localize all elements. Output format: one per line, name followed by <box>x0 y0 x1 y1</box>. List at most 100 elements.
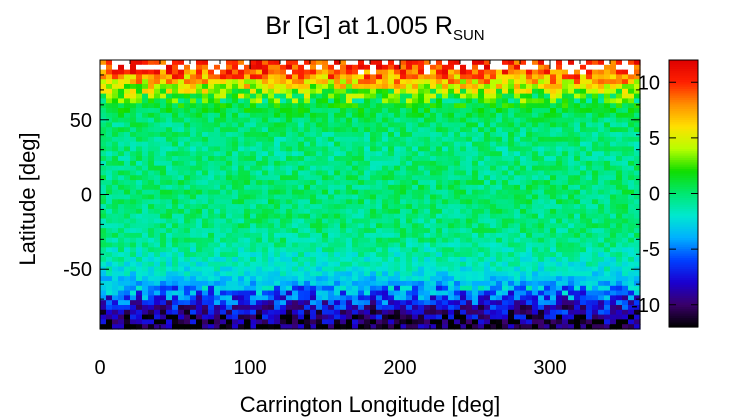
heatmap-cell <box>160 184 167 191</box>
heatmap-cell <box>382 232 389 239</box>
heatmap-cell <box>196 180 203 186</box>
heatmap-cell <box>364 122 371 128</box>
heatmap-cell <box>100 242 107 248</box>
heatmap-cell <box>124 122 131 128</box>
heatmap-cell <box>274 98 281 104</box>
heatmap-cell <box>208 132 215 138</box>
heatmap-cell <box>274 242 281 248</box>
heatmap-cell <box>616 136 623 143</box>
heatmap-cell <box>112 271 119 277</box>
heatmap-cell <box>292 117 299 124</box>
heatmap-cell <box>628 132 635 138</box>
heatmap-cell <box>124 184 131 191</box>
heatmap-cell <box>436 290 443 296</box>
heatmap-cell <box>406 232 413 239</box>
heatmap-cell <box>328 60 335 66</box>
heatmap-cell <box>124 117 131 124</box>
heatmap-cell <box>424 189 431 196</box>
heatmap-cell <box>232 223 239 229</box>
heatmap-cell <box>592 184 599 191</box>
heatmap-cell <box>496 309 503 316</box>
heatmap-cell <box>556 194 563 200</box>
heatmap-cell <box>352 300 359 306</box>
heatmap-cell <box>562 165 569 172</box>
heatmap-cell <box>502 208 509 215</box>
heatmap-cell <box>430 122 437 128</box>
heatmap-cell <box>538 261 545 268</box>
heatmap-cell <box>112 93 119 100</box>
heatmap-cell <box>208 242 215 248</box>
heatmap-cell <box>178 93 185 100</box>
heatmap-cell <box>550 276 557 282</box>
heatmap-cell <box>622 285 629 292</box>
heatmap-cell <box>526 271 533 277</box>
heatmap-cell <box>484 261 491 268</box>
heatmap-cell <box>502 127 509 133</box>
heatmap-cell <box>538 112 545 119</box>
heatmap-cell <box>106 300 113 306</box>
heatmap-cell <box>520 79 527 85</box>
heatmap-cell <box>526 160 533 167</box>
heatmap-cell <box>376 223 383 229</box>
heatmap-cell <box>448 271 455 277</box>
heatmap-cell <box>142 108 149 114</box>
heatmap-cell <box>334 247 341 253</box>
heatmap-cell <box>328 165 335 172</box>
heatmap-cell <box>532 223 539 229</box>
heatmap-cell <box>310 204 317 210</box>
heatmap-cell <box>598 88 605 95</box>
heatmap-cell <box>160 103 167 109</box>
heatmap-cell <box>142 165 149 172</box>
heatmap-cell <box>466 64 473 71</box>
heatmap-cell <box>250 88 257 95</box>
heatmap-cell <box>478 271 485 277</box>
heatmap-cell <box>202 213 209 220</box>
heatmap-cell <box>226 127 233 133</box>
heatmap-cell <box>250 237 257 244</box>
heatmap-cell <box>322 189 329 196</box>
heatmap-cell <box>436 304 443 311</box>
heatmap-cell <box>424 208 431 215</box>
heatmap-cell <box>322 242 329 248</box>
heatmap-cell <box>454 208 461 215</box>
heatmap-cell <box>502 175 509 181</box>
heatmap-cell <box>496 199 503 205</box>
heatmap-cell <box>406 300 413 306</box>
heatmap-cell <box>214 324 221 330</box>
heatmap-cell <box>412 304 419 311</box>
heatmap-cell <box>568 64 575 71</box>
heatmap-cell <box>148 74 155 80</box>
heatmap-cell <box>406 252 413 258</box>
heatmap-cell <box>280 285 287 292</box>
heatmap-cell <box>592 156 599 162</box>
heatmap-cell <box>322 175 329 181</box>
heatmap-cell <box>322 237 329 244</box>
heatmap-cell <box>634 314 641 320</box>
heatmap-cell <box>220 309 227 316</box>
heatmap-cell <box>490 242 497 248</box>
heatmap-cell <box>496 237 503 244</box>
heatmap-cell <box>118 69 125 76</box>
heatmap-cell <box>532 256 539 263</box>
heatmap-cell <box>484 256 491 263</box>
heatmap-cell <box>220 160 227 167</box>
heatmap-cell <box>100 122 107 128</box>
heatmap-cell <box>412 60 419 66</box>
heatmap-cell <box>496 146 503 152</box>
heatmap-cell <box>172 276 179 282</box>
heatmap-cell <box>226 300 233 306</box>
heatmap-cell <box>346 108 353 114</box>
heatmap-cell <box>442 79 449 85</box>
heatmap-cell <box>100 204 107 210</box>
heatmap-cell <box>268 261 275 268</box>
heatmap-cell <box>634 98 641 104</box>
heatmap-cell <box>634 213 641 220</box>
heatmap-cell <box>532 69 539 76</box>
heatmap-cell <box>466 112 473 119</box>
heatmap-cell <box>136 271 143 277</box>
heatmap-cell <box>184 146 191 152</box>
heatmap-cell <box>202 69 209 76</box>
heatmap-cell <box>190 184 197 191</box>
heatmap-cell <box>502 170 509 176</box>
heatmap-cell <box>184 93 191 100</box>
